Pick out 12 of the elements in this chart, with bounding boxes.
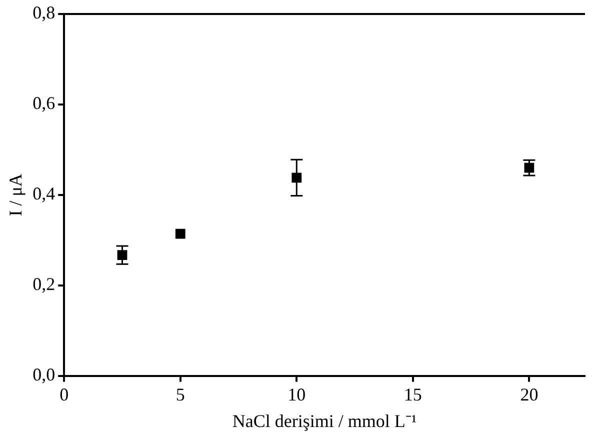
x-tick-label: 5 [176,384,185,404]
x-axis-title: NaCl derişimi / mmol L⁻¹ [232,410,417,431]
x-tick-label: 0 [60,384,69,404]
x-tick-label: 10 [288,384,306,404]
y-tick-label: 0,6 [32,93,56,114]
y-tick-label: 0,8 [32,2,56,23]
y-tick-label: 0,4 [32,184,56,204]
y-tick-label: 0,0 [32,364,56,385]
y-tick-label: 0,2 [32,274,56,294]
x-tick-label: 20 [520,384,538,404]
x-tick-label: 15 [404,384,422,404]
y-axis-title: I / μA [6,174,26,216]
